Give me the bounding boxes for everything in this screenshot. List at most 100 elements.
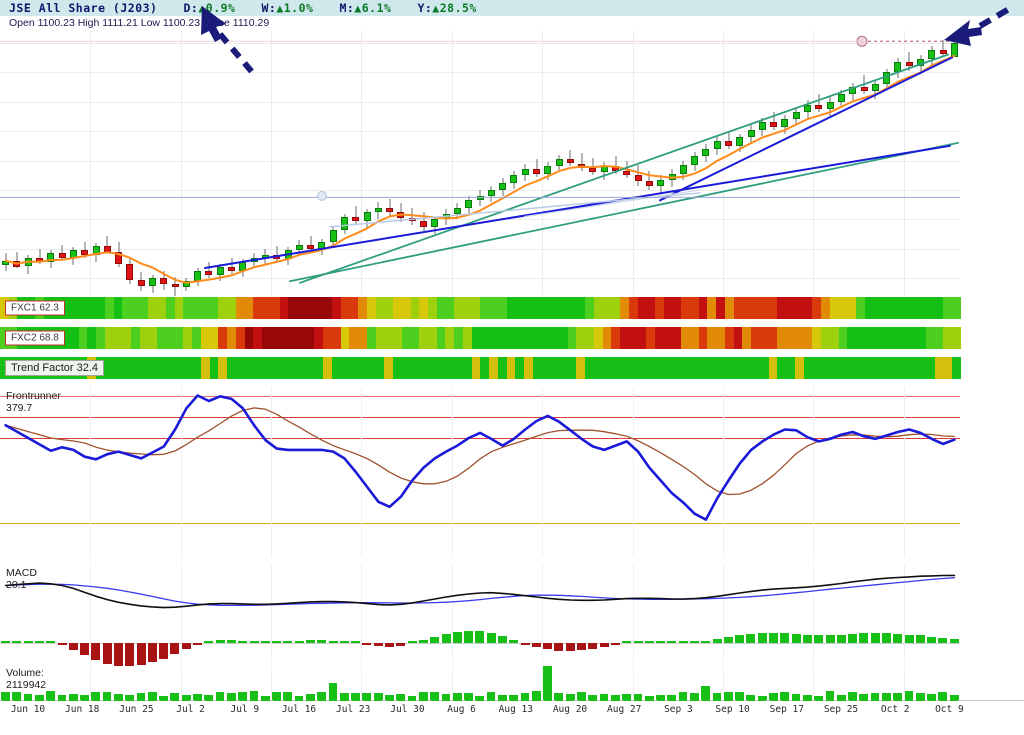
candlestick[interactable] — [566, 31, 574, 296]
volume-bar[interactable] — [565, 694, 575, 700]
volume-bar[interactable] — [667, 695, 677, 700]
candlestick[interactable] — [702, 31, 710, 296]
volume-bar[interactable] — [170, 693, 180, 700]
candlestick[interactable] — [871, 31, 879, 296]
volume-bar[interactable] — [814, 695, 824, 700]
candlestick[interactable] — [544, 31, 552, 296]
macd-plot-area[interactable] — [0, 564, 960, 666]
volume-plot-area[interactable] — [0, 665, 960, 700]
volume-bar[interactable] — [938, 692, 948, 700]
volume-bar[interactable] — [678, 692, 688, 700]
volume-bar[interactable] — [193, 693, 202, 700]
candlestick[interactable] — [149, 31, 156, 296]
volume-bar[interactable] — [475, 695, 485, 700]
candlestick[interactable] — [837, 31, 845, 296]
candlestick[interactable] — [420, 31, 427, 296]
volume-bar[interactable] — [159, 695, 168, 700]
volume-bar[interactable] — [927, 693, 936, 700]
candlestick[interactable] — [555, 31, 563, 296]
candlestick[interactable] — [58, 31, 66, 296]
candlestick[interactable] — [453, 31, 461, 296]
volume-bar[interactable] — [305, 694, 315, 700]
candlestick[interactable] — [758, 31, 766, 296]
volume-bar[interactable] — [91, 692, 101, 700]
volume-bar[interactable] — [34, 695, 44, 700]
candlestick[interactable] — [341, 31, 348, 296]
candlestick[interactable] — [939, 31, 947, 296]
volume-bar[interactable] — [701, 685, 711, 700]
volume-bar[interactable] — [904, 691, 914, 700]
volume-bar[interactable] — [215, 692, 225, 700]
volume-bar[interactable] — [452, 692, 462, 700]
volume-bar[interactable] — [554, 693, 564, 700]
volume-bar[interactable] — [746, 695, 756, 700]
candlestick[interactable] — [228, 31, 235, 296]
volume-bar[interactable] — [385, 695, 394, 700]
candlestick[interactable] — [81, 31, 89, 296]
volume-bar[interactable] — [633, 694, 643, 700]
volume-bar[interactable] — [136, 693, 146, 700]
volume-bar[interactable] — [848, 691, 857, 700]
volume-bar[interactable] — [351, 693, 360, 700]
support-marker-handle[interactable] — [317, 190, 327, 201]
candlestick[interactable] — [815, 31, 823, 296]
volume-bar[interactable] — [509, 694, 519, 700]
candlestick[interactable] — [216, 31, 224, 296]
volume-bar[interactable] — [712, 693, 722, 700]
volume-bar[interactable] — [543, 666, 552, 700]
volume-bar[interactable] — [859, 693, 869, 700]
volume-bar[interactable] — [317, 691, 327, 700]
volume-bar[interactable] — [57, 695, 67, 700]
volume-bar[interactable] — [780, 692, 790, 700]
volume-bar[interactable] — [12, 691, 22, 700]
candlestick[interactable] — [804, 31, 811, 296]
volume-bar[interactable] — [791, 694, 801, 700]
trend-factor-heatmap[interactable]: Trend Factor 32.4 — [0, 357, 961, 379]
volume-bar[interactable] — [689, 693, 699, 700]
volume-bar[interactable] — [125, 695, 135, 700]
volume-bar[interactable] — [407, 695, 417, 700]
volume-bar[interactable] — [373, 693, 383, 700]
volume-bar[interactable] — [249, 691, 259, 700]
price-plot-area[interactable] — [0, 31, 960, 296]
volume-bar[interactable] — [949, 695, 959, 700]
candlestick[interactable] — [386, 31, 394, 296]
volume-bar[interactable] — [735, 692, 744, 700]
candlestick[interactable] — [329, 31, 337, 296]
candlestick[interactable] — [295, 31, 303, 296]
volume-bar[interactable] — [362, 693, 372, 700]
volume-bar[interactable] — [531, 691, 541, 700]
candlestick[interactable] — [137, 31, 145, 296]
candlestick[interactable] — [747, 31, 755, 296]
candlestick[interactable] — [725, 31, 732, 296]
candlestick[interactable] — [781, 31, 789, 296]
candlestick[interactable] — [533, 31, 540, 296]
candlestick[interactable] — [307, 31, 315, 296]
volume-bar[interactable] — [893, 692, 903, 700]
candlestick[interactable] — [103, 31, 111, 296]
candlestick[interactable] — [499, 31, 507, 296]
volume-bar[interactable] — [622, 693, 632, 700]
candlestick[interactable] — [928, 31, 936, 296]
volume-bar[interactable] — [588, 694, 598, 700]
volume-bar[interactable] — [441, 694, 451, 700]
volume-bar[interactable] — [418, 692, 428, 700]
candlestick[interactable] — [713, 31, 721, 296]
candlestick[interactable] — [634, 31, 642, 296]
volume-bar[interactable] — [610, 694, 620, 700]
volume-bar[interactable] — [238, 691, 248, 700]
volume-bar[interactable] — [283, 692, 293, 700]
frontrunner-plot-area[interactable] — [0, 387, 960, 557]
volume-bar[interactable] — [294, 695, 304, 700]
volume-bar[interactable] — [520, 693, 530, 700]
candlestick[interactable] — [510, 31, 518, 296]
volume-bar[interactable] — [497, 694, 507, 700]
volume-bar[interactable] — [328, 683, 338, 700]
candlestick[interactable] — [770, 31, 778, 296]
volume-bar[interactable] — [464, 693, 473, 700]
volume-bar[interactable] — [881, 692, 891, 700]
volume-bar[interactable] — [870, 692, 880, 700]
volume-bar[interactable] — [181, 695, 191, 700]
volume-bar[interactable] — [102, 692, 112, 700]
volume-bar[interactable] — [836, 695, 846, 700]
